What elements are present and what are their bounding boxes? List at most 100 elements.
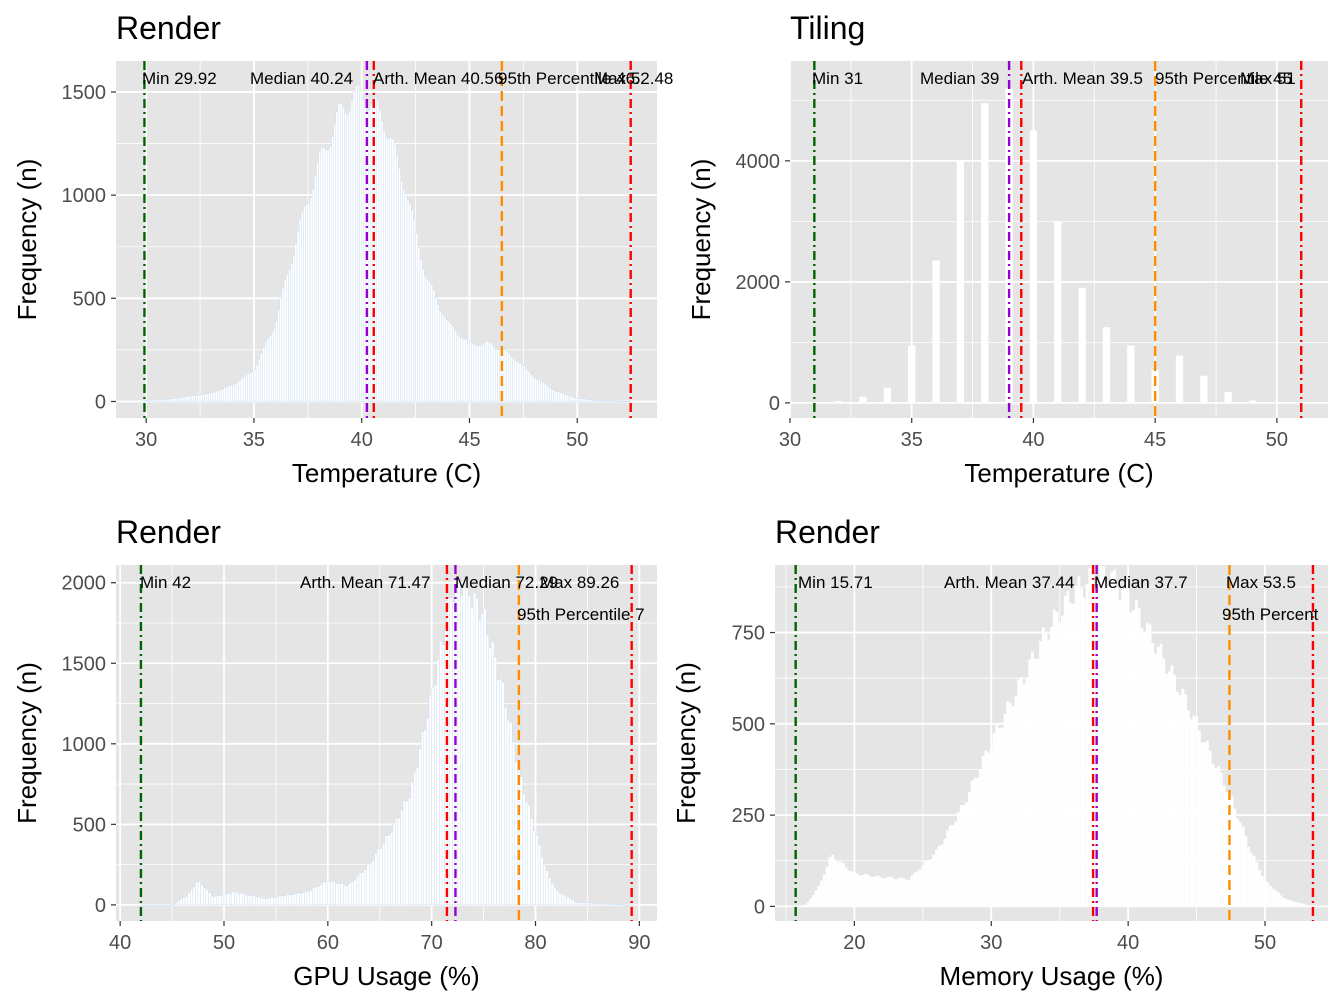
histogram-bar [948,825,952,907]
histogram-bar [536,379,539,402]
histogram-bar [275,896,279,906]
histogram-bar [1271,888,1275,907]
histogram-bar [1159,643,1163,907]
histogram-bar [239,893,243,906]
histogram-bar [156,399,160,402]
histogram-bar [626,904,630,906]
histogram-bar [430,284,434,402]
histogram-bar [173,398,177,402]
median-label: Median 37.7 [1094,573,1188,592]
histogram-bar [1255,862,1259,907]
histogram-bar [609,400,612,402]
histogram-bar [195,882,199,906]
histogram-bar [152,399,155,402]
max-label: Max 53.5 [1226,573,1296,592]
histogram-bar [143,904,147,906]
histogram-bar [265,898,269,906]
histogram-bar [1148,624,1152,907]
histogram-bar [581,398,584,402]
histogram-bar [981,103,989,403]
histogram-bar [236,381,240,402]
histogram-bar [428,693,432,906]
histogram-bar [307,202,311,402]
histogram-bar [161,399,164,402]
histogram-bar [525,368,528,402]
mean-label: Arth. Mean 40.56 [373,69,503,88]
histogram-bar [288,269,291,402]
histogram-bar [501,682,505,906]
histogram-bar [210,895,214,906]
histogram-bar [205,889,209,906]
histogram-bar [902,878,906,907]
panel-title: Render [775,514,880,550]
histogram-bar [817,885,821,907]
histogram-bar [835,401,843,403]
histogram-bar [850,871,854,907]
histogram-bar [1304,904,1308,907]
histogram-bar [1102,327,1111,403]
histogram-bar [434,684,438,906]
histogram-bar [178,397,181,402]
histogram-bar [268,335,272,402]
histogram-bar [1214,767,1218,907]
histogram-bar [190,889,194,906]
histogram-bar [353,879,357,906]
histogram-bar [413,220,416,402]
histogram-bar [571,899,575,906]
histogram-bar [1061,615,1064,907]
histogram-bar [1260,875,1264,907]
histogram-bar [1044,632,1048,907]
histogram-bar [473,344,477,402]
histogram-bar [154,399,158,402]
histogram-bar [460,338,464,402]
histogram-bar [946,830,949,907]
histogram-bar [488,341,492,402]
histogram-bar [428,280,431,402]
histogram-bar [1241,826,1245,907]
histogram-bar [241,893,245,906]
histogram-bar [877,875,881,907]
histogram-bar [910,875,914,907]
histogram-bar [543,864,547,906]
p95-label: 95th Percentile 7 [517,605,645,624]
histogram-bar [566,897,570,906]
y-tick-label: 0 [769,393,780,415]
histogram-bar [452,326,455,402]
histogram-bar [814,890,818,907]
histogram-bar [1192,715,1196,907]
histogram-bar [516,362,520,402]
histogram-bar [1099,565,1103,907]
max-label: Max 51 [1240,69,1296,88]
histogram-bar [184,896,188,906]
histogram-bar [387,834,391,906]
histogram-bar [1184,693,1188,907]
histogram-bar [561,393,565,402]
histogram-bar [214,391,218,402]
histogram-bar [208,892,212,906]
histogram-bar [294,243,298,402]
histogram-bar [1088,567,1092,907]
histogram-bar [447,321,451,402]
histogram-bar [223,893,227,906]
histogram-bar [171,903,175,906]
histogram-bar [426,279,429,402]
histogram-bar [798,905,802,907]
histogram-bar [483,608,487,906]
histogram-bar [314,886,318,906]
histogram-bar [509,722,513,906]
histogram-bar [1151,642,1155,907]
histogram-bar [254,896,258,906]
histogram-bar [951,825,955,907]
histogram-bar [350,100,354,402]
histogram-bar [329,145,332,402]
histogram-bar [806,902,810,907]
histogram-bar [317,886,321,906]
histogram-bar [193,395,196,402]
histogram-bar [485,634,489,906]
x-tick-label: 30 [980,932,1002,954]
histogram-bar [1217,766,1220,907]
histogram-bar [371,860,375,906]
histogram-bar [314,176,317,402]
y-tick-label: 500 [73,288,106,310]
